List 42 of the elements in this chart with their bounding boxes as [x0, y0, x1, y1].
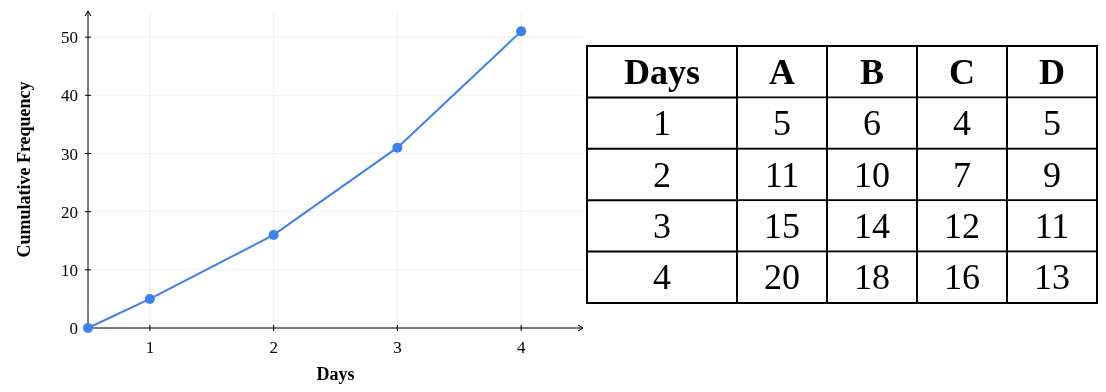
data-label: 9	[1043, 154, 1061, 195]
y-tick-label: 1	[653, 103, 671, 144]
data-label: 20	[764, 257, 800, 298]
x-tick-label: C	[949, 51, 975, 92]
point	[392, 142, 403, 153]
y-tick-label: 40	[61, 86, 78, 106]
x-tick-label: 1	[145, 338, 155, 357]
x-tick-label: 4	[516, 338, 526, 357]
data-label: 11	[764, 154, 800, 195]
point	[144, 293, 155, 304]
data-label: 11	[1034, 205, 1070, 246]
point	[268, 229, 279, 240]
x-axis-title: Days	[316, 364, 355, 384]
y-tick-label: 20	[61, 202, 78, 222]
data-label: 7	[953, 154, 971, 195]
data-label: 13	[1034, 257, 1070, 298]
point	[83, 323, 93, 333]
data-label: 6	[863, 103, 881, 144]
data-label: 5	[1043, 103, 1061, 144]
x-tick-label: A	[769, 51, 795, 92]
x-tick-label: 2	[269, 338, 278, 357]
data-label: 18	[854, 257, 890, 298]
data-label: 16	[944, 257, 980, 298]
data-label: 4	[953, 103, 971, 144]
y-tick-label: 10	[61, 260, 78, 280]
y-tick-label: 30	[61, 144, 78, 164]
y-axis-title: Days	[623, 51, 701, 92]
x-tick-label: D	[1039, 51, 1065, 92]
x-tick-label: B	[859, 51, 885, 92]
data-label: 5	[773, 103, 791, 144]
point	[516, 26, 527, 37]
y-tick-label: 2	[653, 154, 671, 195]
y-tick-label: 50	[61, 28, 78, 48]
y-tick-label: 0	[69, 319, 78, 338]
x-tick-label: 3	[393, 338, 402, 357]
data-label: 15	[764, 205, 800, 246]
data-label: 14	[854, 205, 890, 246]
data-label: 10	[854, 154, 890, 195]
data-label: 12	[944, 205, 980, 246]
y-axis-title: Cumulative Frequency	[14, 81, 34, 258]
y-tick-label: 3	[653, 205, 671, 246]
y-tick-label: 4	[653, 257, 671, 298]
